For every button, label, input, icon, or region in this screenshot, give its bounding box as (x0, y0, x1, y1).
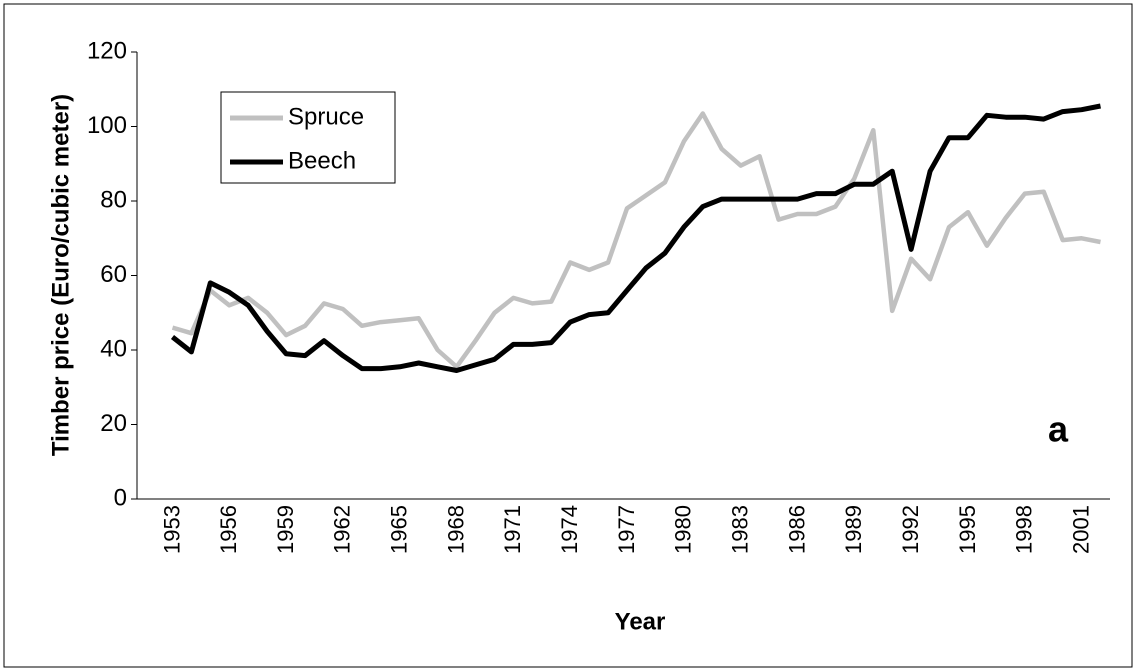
x-tick-label: 1992 (898, 505, 923, 554)
x-tick-label: 1977 (614, 505, 639, 554)
x-tick-label: 1959 (273, 505, 298, 554)
x-tick-label: 1962 (330, 505, 355, 554)
y-tick-label: 80 (100, 186, 127, 213)
legend-label: Beech (288, 147, 356, 174)
x-tick-label: 1956 (216, 505, 241, 554)
x-tick-label: 1983 (727, 505, 752, 554)
legend-box (220, 91, 396, 184)
x-tick-label: 1968 (443, 505, 468, 554)
y-tick-label: 20 (100, 410, 127, 437)
y-tick-label: 40 (100, 335, 127, 362)
x-tick-label: 1974 (557, 505, 582, 554)
x-tick-label: 1971 (500, 505, 525, 554)
frame (3, 3, 1133, 668)
x-tick-label: 1986 (784, 505, 809, 554)
legend-label: Spruce (288, 103, 364, 130)
y-axis-title: Timber price (Euro/cubic meter) (47, 94, 74, 456)
x-tick-label: 1965 (387, 505, 412, 554)
x-axis-title: Year (615, 608, 666, 635)
y-tick-label: 0 (114, 484, 127, 511)
x-tick-label: 1998 (1012, 505, 1037, 554)
x-tick-label: 1980 (671, 505, 696, 554)
x-tick-label: 2001 (1068, 505, 1093, 554)
x-tick-label: 1953 (159, 505, 184, 554)
series-line (171, 111, 1101, 370)
y-tick-label: 60 (100, 261, 127, 288)
x-tick-label: 1995 (955, 505, 980, 554)
x-tick-label: 1989 (841, 505, 866, 554)
y-tick-label: 100 (87, 112, 127, 139)
y-tick-label: 120 (87, 37, 127, 64)
annotation: a (1048, 409, 1069, 450)
series-line (170, 103, 1101, 373)
